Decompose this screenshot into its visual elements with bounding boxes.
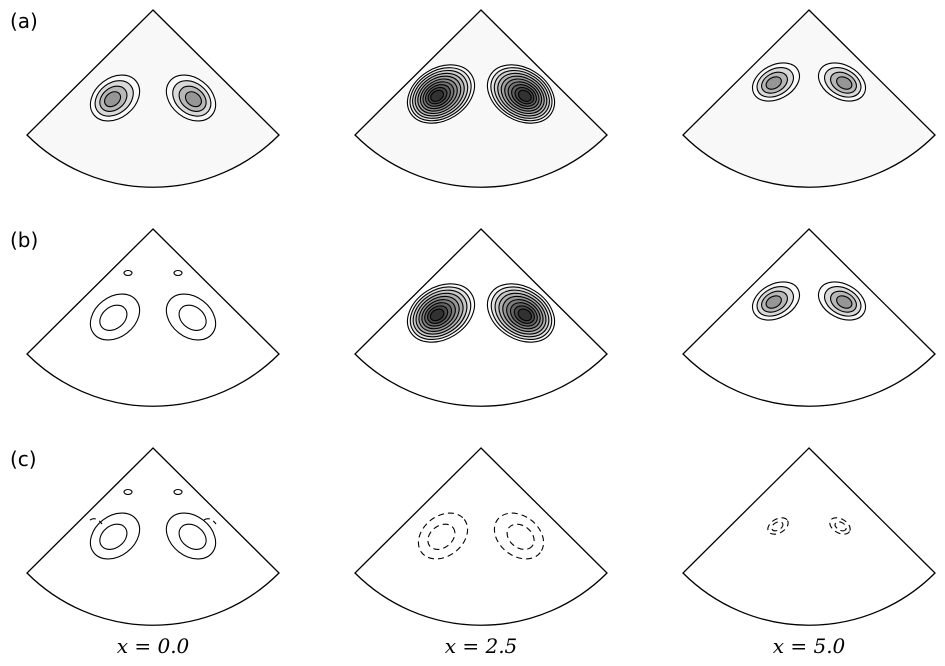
- row-label-c: (c): [10, 447, 37, 471]
- panel-c-1: [354, 447, 608, 626]
- row-label-b: (b): [10, 228, 38, 252]
- small-contour-spot: [123, 269, 133, 277]
- sector-outline: [682, 9, 936, 188]
- contour-line: [99, 523, 128, 550]
- panel-b-1: [354, 228, 608, 407]
- contour-line: [184, 91, 202, 108]
- panel-c-2: [682, 447, 936, 626]
- row-label-a: (a): [10, 9, 38, 33]
- dashed-contour-fragment: [89, 518, 103, 525]
- contour-line: [517, 89, 532, 102]
- contour-line: [771, 521, 784, 532]
- contour-line: [506, 523, 535, 550]
- small-contour-spot: [123, 488, 133, 496]
- contour-line: [829, 517, 851, 535]
- dashed-contour-fragment: [203, 518, 217, 525]
- panel-a-1: [354, 9, 608, 188]
- sector-outline: [354, 9, 608, 188]
- sector-outline: [682, 228, 936, 407]
- contour-line: [104, 91, 122, 108]
- contour-line: [836, 295, 853, 309]
- small-contour-spot: [173, 269, 183, 277]
- sector-outline: [26, 447, 280, 626]
- contour-line: [836, 76, 853, 90]
- contour-line: [765, 76, 782, 90]
- contour-line: [517, 308, 533, 322]
- contour-line: [165, 293, 217, 341]
- contour-line: [178, 523, 207, 550]
- contour-line: [427, 523, 456, 550]
- column-label-x-0: x = 0.0: [117, 634, 190, 658]
- sector-outline: [26, 9, 280, 188]
- column-label-x-2-5: x = 2.5: [445, 634, 518, 658]
- contour-line: [493, 512, 545, 560]
- contour-line: [178, 304, 207, 331]
- contour-line: [165, 512, 217, 560]
- panel-a-2: [682, 9, 936, 188]
- contour-line: [430, 89, 445, 102]
- contour-line: [834, 521, 847, 532]
- contour-line: [99, 304, 128, 331]
- sector-outline: [354, 228, 608, 407]
- small-contour-spot: [173, 488, 183, 496]
- column-label-x-5: x = 5.0: [773, 634, 846, 658]
- contour-line: [417, 512, 469, 560]
- contour-line: [429, 308, 445, 322]
- panel-a-0: [26, 9, 280, 188]
- contour-line: [89, 293, 141, 341]
- contour-line: [767, 517, 789, 535]
- panel-c-0: [26, 447, 280, 626]
- contour-line: [765, 295, 782, 309]
- sector-outline: [26, 228, 280, 407]
- panel-b-2: [682, 228, 936, 407]
- contour-line: [89, 512, 141, 560]
- sector-outline: [354, 447, 608, 626]
- sector-outline: [682, 447, 936, 626]
- panel-b-0: [26, 228, 280, 407]
